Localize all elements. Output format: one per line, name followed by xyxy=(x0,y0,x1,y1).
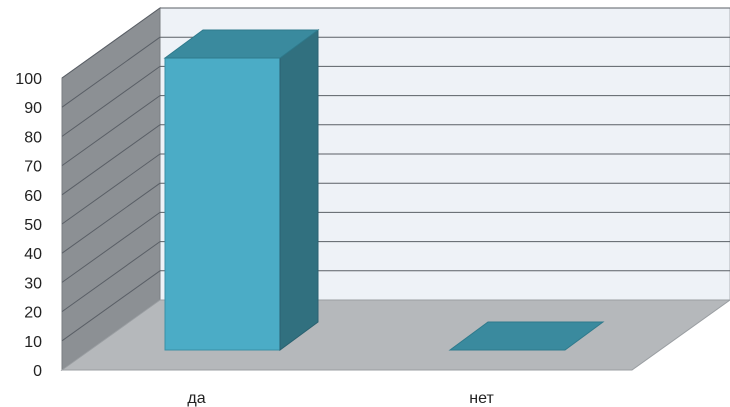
y-tick-label: 40 xyxy=(24,246,42,263)
gridline-side xyxy=(61,124,161,196)
chart-walls xyxy=(60,7,730,371)
floor xyxy=(60,299,730,371)
bar-front xyxy=(164,57,281,351)
bar-top xyxy=(163,29,320,59)
gridline-side xyxy=(61,7,161,79)
y-tick-label: 20 xyxy=(24,305,42,322)
gridline-side xyxy=(61,241,161,313)
x-category-label: нет xyxy=(469,390,494,407)
y-tick-label: 70 xyxy=(24,159,42,176)
bar-1 xyxy=(163,29,320,351)
y-tick-label: 30 xyxy=(24,275,42,292)
y-tick-label: 50 xyxy=(24,217,42,234)
y-tick-label: 60 xyxy=(24,188,42,205)
gridline-side xyxy=(61,36,161,108)
bars xyxy=(163,29,605,351)
bar-2 xyxy=(448,321,605,351)
y-tick-label: 0 xyxy=(33,363,42,380)
gridline-side xyxy=(61,65,161,137)
y-tick-label: 80 xyxy=(24,129,42,146)
bar-side xyxy=(279,29,319,351)
y-axis-ticks: 0 10 20 30 40 50 60 70 80 90 100 xyxy=(15,71,42,380)
gridline-side xyxy=(61,153,161,225)
gridline-side xyxy=(61,95,161,167)
x-category-label: да xyxy=(187,390,205,407)
y-tick-label: 10 xyxy=(24,334,42,351)
y-tick-label: 100 xyxy=(15,71,42,88)
gridline-side xyxy=(61,182,161,254)
y-tick-label: 90 xyxy=(24,100,42,117)
x-axis-labels: да нет xyxy=(187,390,494,407)
gridline-side xyxy=(61,270,161,342)
gridline-side xyxy=(61,211,161,283)
bar-top xyxy=(448,321,605,351)
